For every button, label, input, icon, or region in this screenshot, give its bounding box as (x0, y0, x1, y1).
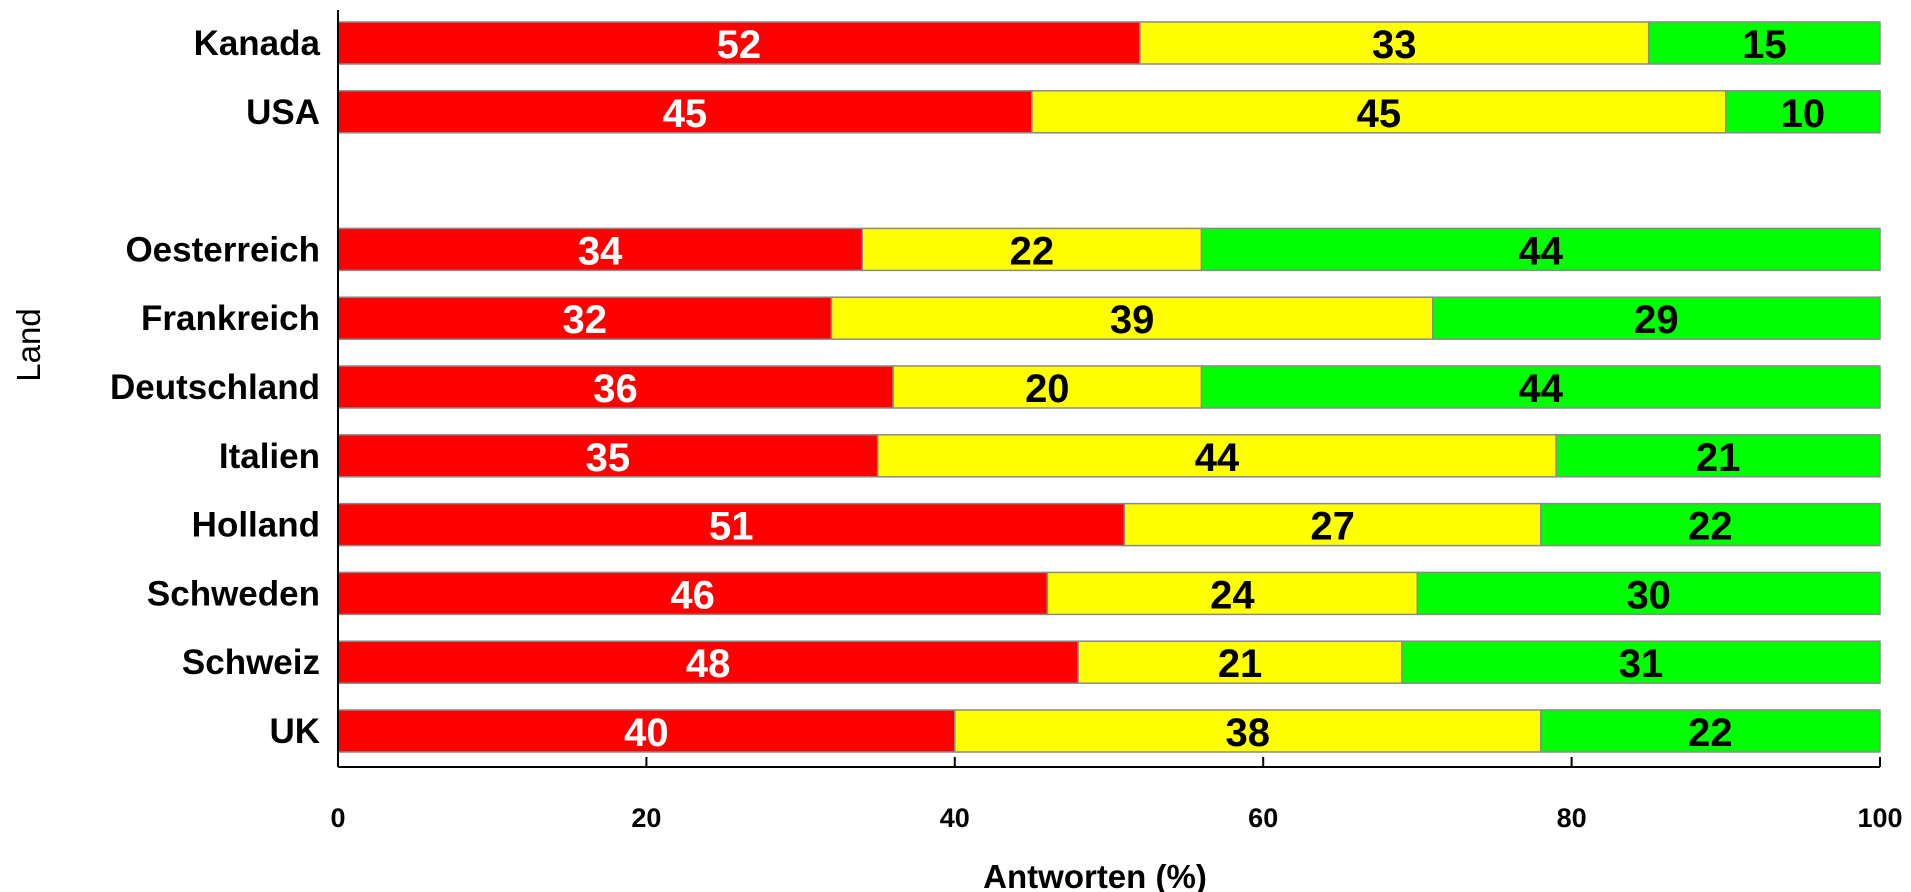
bar-value-label: 48 (686, 642, 731, 686)
category-label: UK (269, 712, 320, 751)
bar-segment (1401, 640, 1881, 684)
bar-segment (337, 365, 894, 409)
bar-segment (337, 640, 1079, 684)
bar-value-label: 32 (562, 298, 607, 342)
bar-value-label: 46 (670, 573, 715, 617)
bar-segment (1123, 502, 1542, 547)
bar-value-label: 52 (717, 23, 762, 67)
bar-value-label: 45 (1357, 92, 1402, 136)
bar-segment (1540, 709, 1881, 753)
bar-segment (892, 365, 1203, 409)
bar-value-label: 44 (1195, 436, 1240, 480)
category-label: Oesterreich (125, 230, 320, 269)
bar-value-label: 21 (1696, 436, 1741, 480)
bar-value-label: 38 (1226, 711, 1271, 755)
bar-segment (1647, 21, 1881, 65)
category-label: Italien (219, 437, 320, 476)
bar-value-label: 20 (1025, 367, 1070, 411)
category-label: USA (246, 93, 320, 132)
x-axis-title: Antworten (%) (983, 858, 1207, 892)
bar-value-label: 15 (1742, 23, 1787, 67)
bar-value-label: 36 (593, 367, 638, 411)
x-tick-label: 0 (330, 803, 345, 833)
bar-segment (337, 21, 1141, 65)
bar-segment (1416, 571, 1881, 616)
category-label: Schweiz (182, 643, 320, 682)
bar-segment (1725, 90, 1881, 134)
bar-value-label: 39 (1110, 298, 1155, 342)
bar-value-label: 24 (1210, 573, 1255, 617)
bar-segment (1200, 365, 1881, 409)
bar-segment (1139, 21, 1650, 65)
category-label: Holland (192, 506, 320, 545)
bar-segment (337, 571, 1049, 616)
bar-value-label: 44 (1519, 229, 1564, 273)
bar-segment (337, 296, 833, 340)
x-tick-label: 60 (1248, 803, 1278, 833)
bar-value-label: 21 (1218, 642, 1263, 686)
y-axis-title: Land (10, 308, 47, 381)
bar-value-label: 31 (1619, 642, 1664, 686)
bar-segment (954, 709, 1542, 753)
bar-value-label: 33 (1372, 23, 1417, 67)
bar-segment (876, 434, 1557, 478)
bar-value-label: 22 (1688, 505, 1733, 549)
category-label: Frankreich (141, 299, 320, 338)
category-label: Deutschland (110, 368, 320, 407)
axes-group (337, 10, 1880, 768)
bar-value-label: 22 (1688, 711, 1733, 755)
bars-group (337, 21, 1881, 753)
category-label: Schweden (147, 574, 320, 613)
bar-segment (337, 227, 864, 272)
bar-segment (337, 709, 956, 753)
bar-value-label: 10 (1781, 92, 1826, 136)
x-tick-label: 20 (631, 803, 661, 833)
bar-value-label: 22 (1010, 229, 1055, 273)
x-tick-label: 100 (1857, 803, 1902, 833)
bar-segment (1555, 434, 1881, 478)
bar-segment (337, 502, 1126, 547)
bar-segment (1200, 227, 1881, 272)
bar-value-label: 29 (1634, 298, 1679, 342)
category-label: Kanada (194, 24, 321, 63)
x-tick-label: 40 (940, 803, 970, 833)
bar-value-label: 44 (1519, 367, 1564, 411)
bar-value-label: 40 (624, 711, 669, 755)
x-ticks-group: 0 20 40 60 80 100 (330, 757, 1903, 833)
bar-segment (861, 227, 1203, 272)
category-labels-group: Kanada USA Oesterreich Frankreich Deutschlan… (110, 24, 321, 751)
x-tick-label: 80 (1557, 803, 1587, 833)
bar-labels-group: 52 33 15 45 45 10 34 22 44 32 39 29 36 20 44 35 44 21 51 27… (562, 23, 1825, 755)
bar-value-label: 35 (586, 436, 631, 480)
bar-value-label: 45 (663, 92, 708, 136)
bar-value-label: 30 (1626, 573, 1671, 617)
bar-segment (1046, 571, 1419, 616)
bar-value-label: 51 (709, 505, 754, 549)
bar-value-label: 27 (1310, 505, 1355, 549)
bar-value-label: 34 (578, 229, 623, 273)
bar-segment (1031, 90, 1727, 134)
bar-segment (1432, 296, 1881, 340)
bar-segment (1540, 502, 1881, 547)
